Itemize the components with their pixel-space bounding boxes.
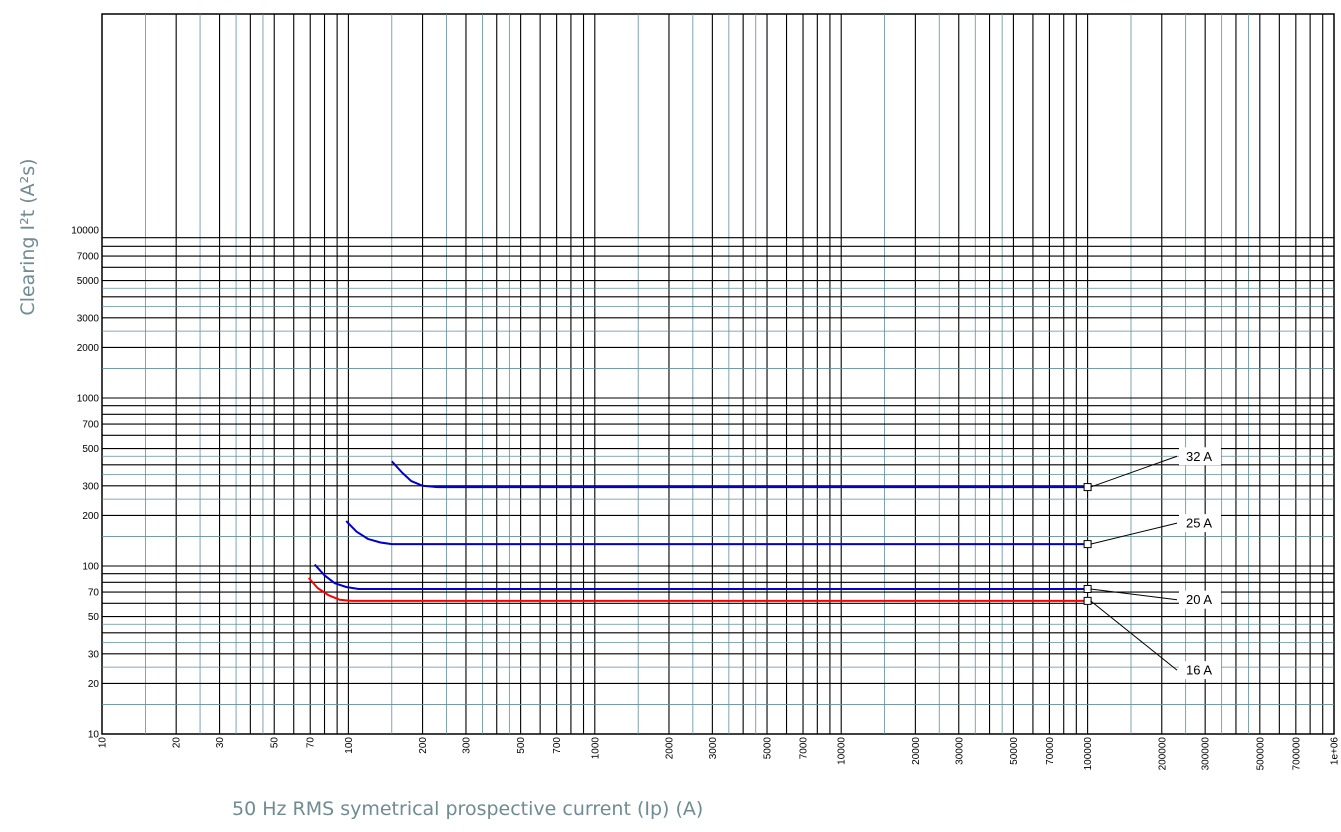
x-tick-label: 20	[172, 737, 183, 749]
leader-line	[1090, 600, 1178, 671]
x-tick-label: 10	[98, 737, 109, 749]
x-tick-label: 7000	[799, 737, 810, 760]
series-annotation: 32 A	[1186, 449, 1212, 464]
y-tick-label: 500	[82, 444, 99, 455]
label-box	[1179, 447, 1221, 466]
grid	[101, 13, 1335, 735]
y-tick-label: 200	[82, 511, 99, 522]
x-tick-label: 50000	[1009, 737, 1020, 765]
y-tick-label: 30	[88, 649, 100, 660]
y-tick-label: 1000	[77, 394, 100, 405]
leader-line	[1090, 522, 1178, 545]
series-line	[345, 520, 1088, 546]
x-tick-label: 5000	[763, 737, 774, 760]
annotations: 32 A 25 A 20 A 16 A	[1090, 447, 1221, 680]
series-line	[307, 577, 1088, 602]
series-annotation: 16 A	[1186, 663, 1212, 678]
x-tick-label: 100	[344, 737, 355, 754]
y-tick-label: 5000	[77, 276, 100, 287]
series-end-marker	[1083, 483, 1092, 492]
series-end-marker	[1083, 596, 1092, 605]
y-tick-label: 2000	[77, 343, 100, 354]
y-tick-label: 300	[82, 481, 99, 492]
series-end-marker	[1083, 540, 1092, 549]
x-tick-label: 30000	[954, 737, 965, 765]
y-tick-label: 20	[88, 679, 100, 690]
series-layer	[307, 460, 1092, 605]
x-tick-label: 1e+06	[1330, 737, 1341, 766]
plot-frame	[101, 13, 1335, 735]
leader-line	[1090, 588, 1178, 601]
series-line	[391, 460, 1088, 489]
x-tick-label: 500000	[1255, 737, 1266, 771]
x-tick-label: 30	[215, 737, 226, 749]
x-tick-label: 20000	[911, 737, 922, 765]
label-box	[1179, 590, 1221, 609]
tick-labels: 10 20 30 50 70 100 200 300 500 700 1000 2000 3000 500…	[71, 226, 1340, 771]
x-tick-label: 700	[552, 737, 563, 754]
x-axis-title: 50 Hz RMS symetrical prospective current…	[232, 798, 703, 820]
label-box	[1179, 661, 1221, 680]
y-tick-label: 700	[82, 420, 99, 431]
x-tick-label: 700000	[1291, 737, 1302, 771]
x-tick-label: 70000	[1045, 737, 1056, 765]
y-tick-label: 10	[88, 730, 100, 741]
x-tick-label: 3000	[708, 737, 719, 760]
y-axis-title: Clearing I²t (A²s)	[17, 158, 39, 315]
leader-line	[1090, 455, 1178, 488]
x-tick-label: 300	[461, 737, 472, 754]
x-tick-label: 500	[516, 737, 527, 754]
x-tick-label: 200	[418, 737, 429, 754]
x-tick-label: 2000	[664, 737, 675, 760]
label-box	[1179, 514, 1221, 533]
x-tick-label: 50	[270, 737, 281, 749]
y-tick-label: 3000	[77, 313, 100, 324]
y-tick-label: 70	[88, 588, 100, 599]
y-tick-label: 10000	[71, 226, 99, 237]
x-tick-label: 10000	[837, 737, 848, 765]
x-tick-label: 1000	[590, 737, 601, 760]
y-tick-label: 7000	[77, 252, 100, 263]
series-line	[313, 563, 1088, 590]
series-annotation: 25 A	[1186, 516, 1212, 531]
x-tick-label: 70	[306, 737, 317, 749]
y-tick-label: 100	[82, 562, 99, 573]
x-tick-label: 200000	[1157, 737, 1168, 771]
series-end-marker	[1083, 584, 1092, 593]
x-tick-label: 100000	[1083, 737, 1094, 771]
series-annotation: 20 A	[1186, 592, 1212, 607]
y-tick-label: 50	[88, 612, 100, 623]
x-tick-label: 300000	[1201, 737, 1212, 771]
